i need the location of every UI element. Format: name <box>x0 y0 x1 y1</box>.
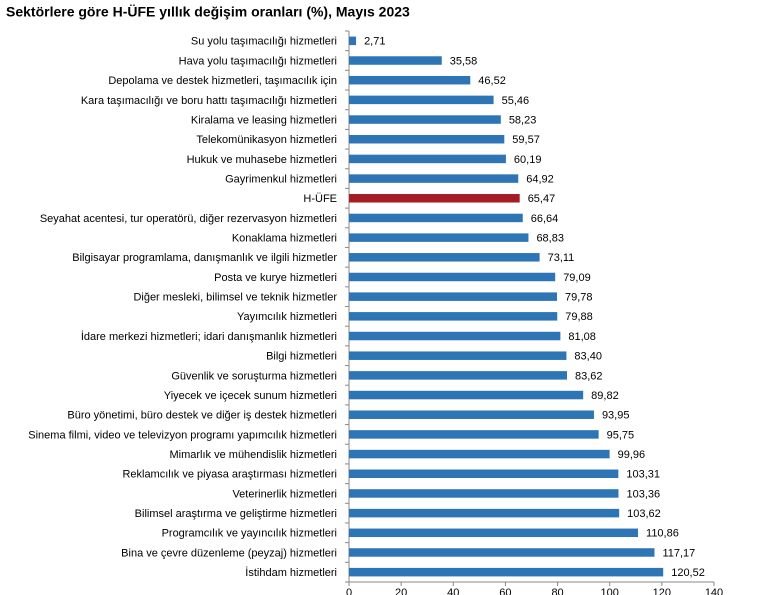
bar <box>349 56 442 65</box>
value-label: 64,92 <box>526 173 554 185</box>
bar <box>349 528 639 538</box>
x-tick-label: 20 <box>395 587 407 595</box>
bar <box>349 233 529 242</box>
y-tick-label: Hava yolu taşımacılığı hizmetleri <box>179 55 337 67</box>
y-tick-label: Hukuk ve muhasebe hizmetleri <box>187 154 337 166</box>
y-tick-label: Gayrimenkul hizmetleri <box>225 173 337 185</box>
value-label: 46,52 <box>478 75 506 87</box>
y-tick-label: Yiyecek ve içecek sunum hizmetleri <box>164 390 337 402</box>
x-tick-label: 120 <box>653 587 671 595</box>
value-label: 35,58 <box>450 55 478 67</box>
y-tick-label: Telekomünikasyon hizmetleri <box>196 134 337 146</box>
value-label: 60,19 <box>514 154 542 166</box>
y-tick-label: Bina ve çevre düzenleme (peyzaj) hizmetl… <box>121 547 337 559</box>
value-label: 59,57 <box>512 134 540 146</box>
bar <box>349 36 357 46</box>
bar <box>349 351 567 360</box>
y-tick-label: Kara taşımacılığı ve boru hattı taşımacı… <box>81 95 337 107</box>
value-label: 79,78 <box>565 292 593 304</box>
bar <box>349 174 519 183</box>
bar <box>349 410 594 419</box>
bar <box>349 75 471 85</box>
x-tick-label: 80 <box>551 587 563 595</box>
y-tick-label: Konaklama hizmetleri <box>232 233 337 245</box>
value-label: 83,62 <box>575 370 603 382</box>
x-tick-label: 0 <box>346 587 352 595</box>
value-label: 81,08 <box>568 331 596 343</box>
value-label: 117,17 <box>662 547 695 559</box>
bar <box>349 292 557 301</box>
y-tick-label: Diğer mesleki, bilimsel ve teknik hizmet… <box>133 292 337 304</box>
bar <box>349 213 523 223</box>
value-label: 99,96 <box>618 449 646 461</box>
value-label: 93,95 <box>602 410 630 422</box>
bar <box>349 272 556 282</box>
y-tick-label: Sinema filmi, video ve televizyon progra… <box>28 429 337 441</box>
bar <box>349 567 664 577</box>
value-label: 58,23 <box>509 114 537 126</box>
bar <box>349 312 558 321</box>
y-tick-label: Kiralama ve leasing hizmetleri <box>191 114 337 126</box>
y-tick-label: İstihdam hizmetleri <box>245 566 337 579</box>
value-label: 65,47 <box>528 193 556 205</box>
value-label: 2,71 <box>364 36 385 48</box>
value-label: 68,83 <box>536 233 564 245</box>
value-label: 103,36 <box>626 488 660 500</box>
value-label: 95,75 <box>607 429 635 441</box>
bar <box>349 469 619 479</box>
y-tick-label: İdare merkezi hizmetleri; idari danışman… <box>81 330 337 343</box>
value-label: 79,09 <box>563 272 591 284</box>
y-tick-label: Güvenlik ve soruşturma hizmetleri <box>171 370 337 382</box>
bar <box>349 134 505 144</box>
value-label: 103,31 <box>626 469 660 481</box>
bar <box>349 115 501 124</box>
bar <box>349 548 655 557</box>
bar <box>349 331 561 341</box>
value-label: 66,64 <box>531 213 559 225</box>
value-label: 89,82 <box>591 390 619 402</box>
y-tick-label: Bilimsel araştırma ve geliştirme hizmetl… <box>135 508 337 520</box>
bar <box>349 371 568 380</box>
value-label: 73,11 <box>548 252 575 264</box>
bar <box>349 508 620 518</box>
bar <box>349 194 520 203</box>
value-label: 83,40 <box>574 351 602 363</box>
y-tick-label: Veterinerlik hizmetleri <box>232 488 337 500</box>
bar <box>349 253 540 262</box>
bar <box>349 489 619 498</box>
y-tick-label: Depolama ve destek hizmetleri, taşımacıl… <box>108 75 337 87</box>
value-label: 110,86 <box>646 528 679 540</box>
x-tick-label: 60 <box>499 587 511 595</box>
bar <box>349 430 599 439</box>
value-label: 79,88 <box>565 311 593 323</box>
value-label: 103,62 <box>627 508 661 520</box>
bar <box>349 449 610 459</box>
value-label: 120,52 <box>671 567 705 579</box>
x-tick-label: 100 <box>601 587 619 595</box>
y-tick-label: Yayımcılık hizmetleri <box>237 311 337 323</box>
value-label: 55,46 <box>502 95 530 107</box>
x-tick-label: 40 <box>447 587 459 595</box>
y-tick-label: H-ÜFE <box>303 193 337 205</box>
bar <box>349 154 506 164</box>
y-tick-label: Su yolu taşımacılığı hizmetleri <box>191 36 337 48</box>
y-tick-label: Programcılık ve yayıncılık hizmetleri <box>162 528 337 540</box>
y-tick-label: Büro yönetimi, büro destek ve diğer iş d… <box>67 410 337 422</box>
y-tick-label: Posta ve kurye hizmetleri <box>214 272 337 284</box>
bar <box>349 95 494 105</box>
bar <box>349 390 584 400</box>
x-tick-label: 140 <box>705 587 723 595</box>
y-tick-label: Bilgi hizmetleri <box>266 351 337 363</box>
y-tick-label: Mimarlık ve mühendislik hizmetleri <box>170 449 338 461</box>
y-tick-label: Reklamcılık ve piyasa araştırması hizmet… <box>122 469 337 481</box>
chart-title: Sektörlere göre H-ÜFE yıllık değişim ora… <box>6 4 410 20</box>
y-tick-label: Seyahat acentesi, tur operatörü, diğer r… <box>40 213 337 225</box>
y-tick-label: Bilgisayar programlama, danışmanlık ve i… <box>72 252 337 264</box>
